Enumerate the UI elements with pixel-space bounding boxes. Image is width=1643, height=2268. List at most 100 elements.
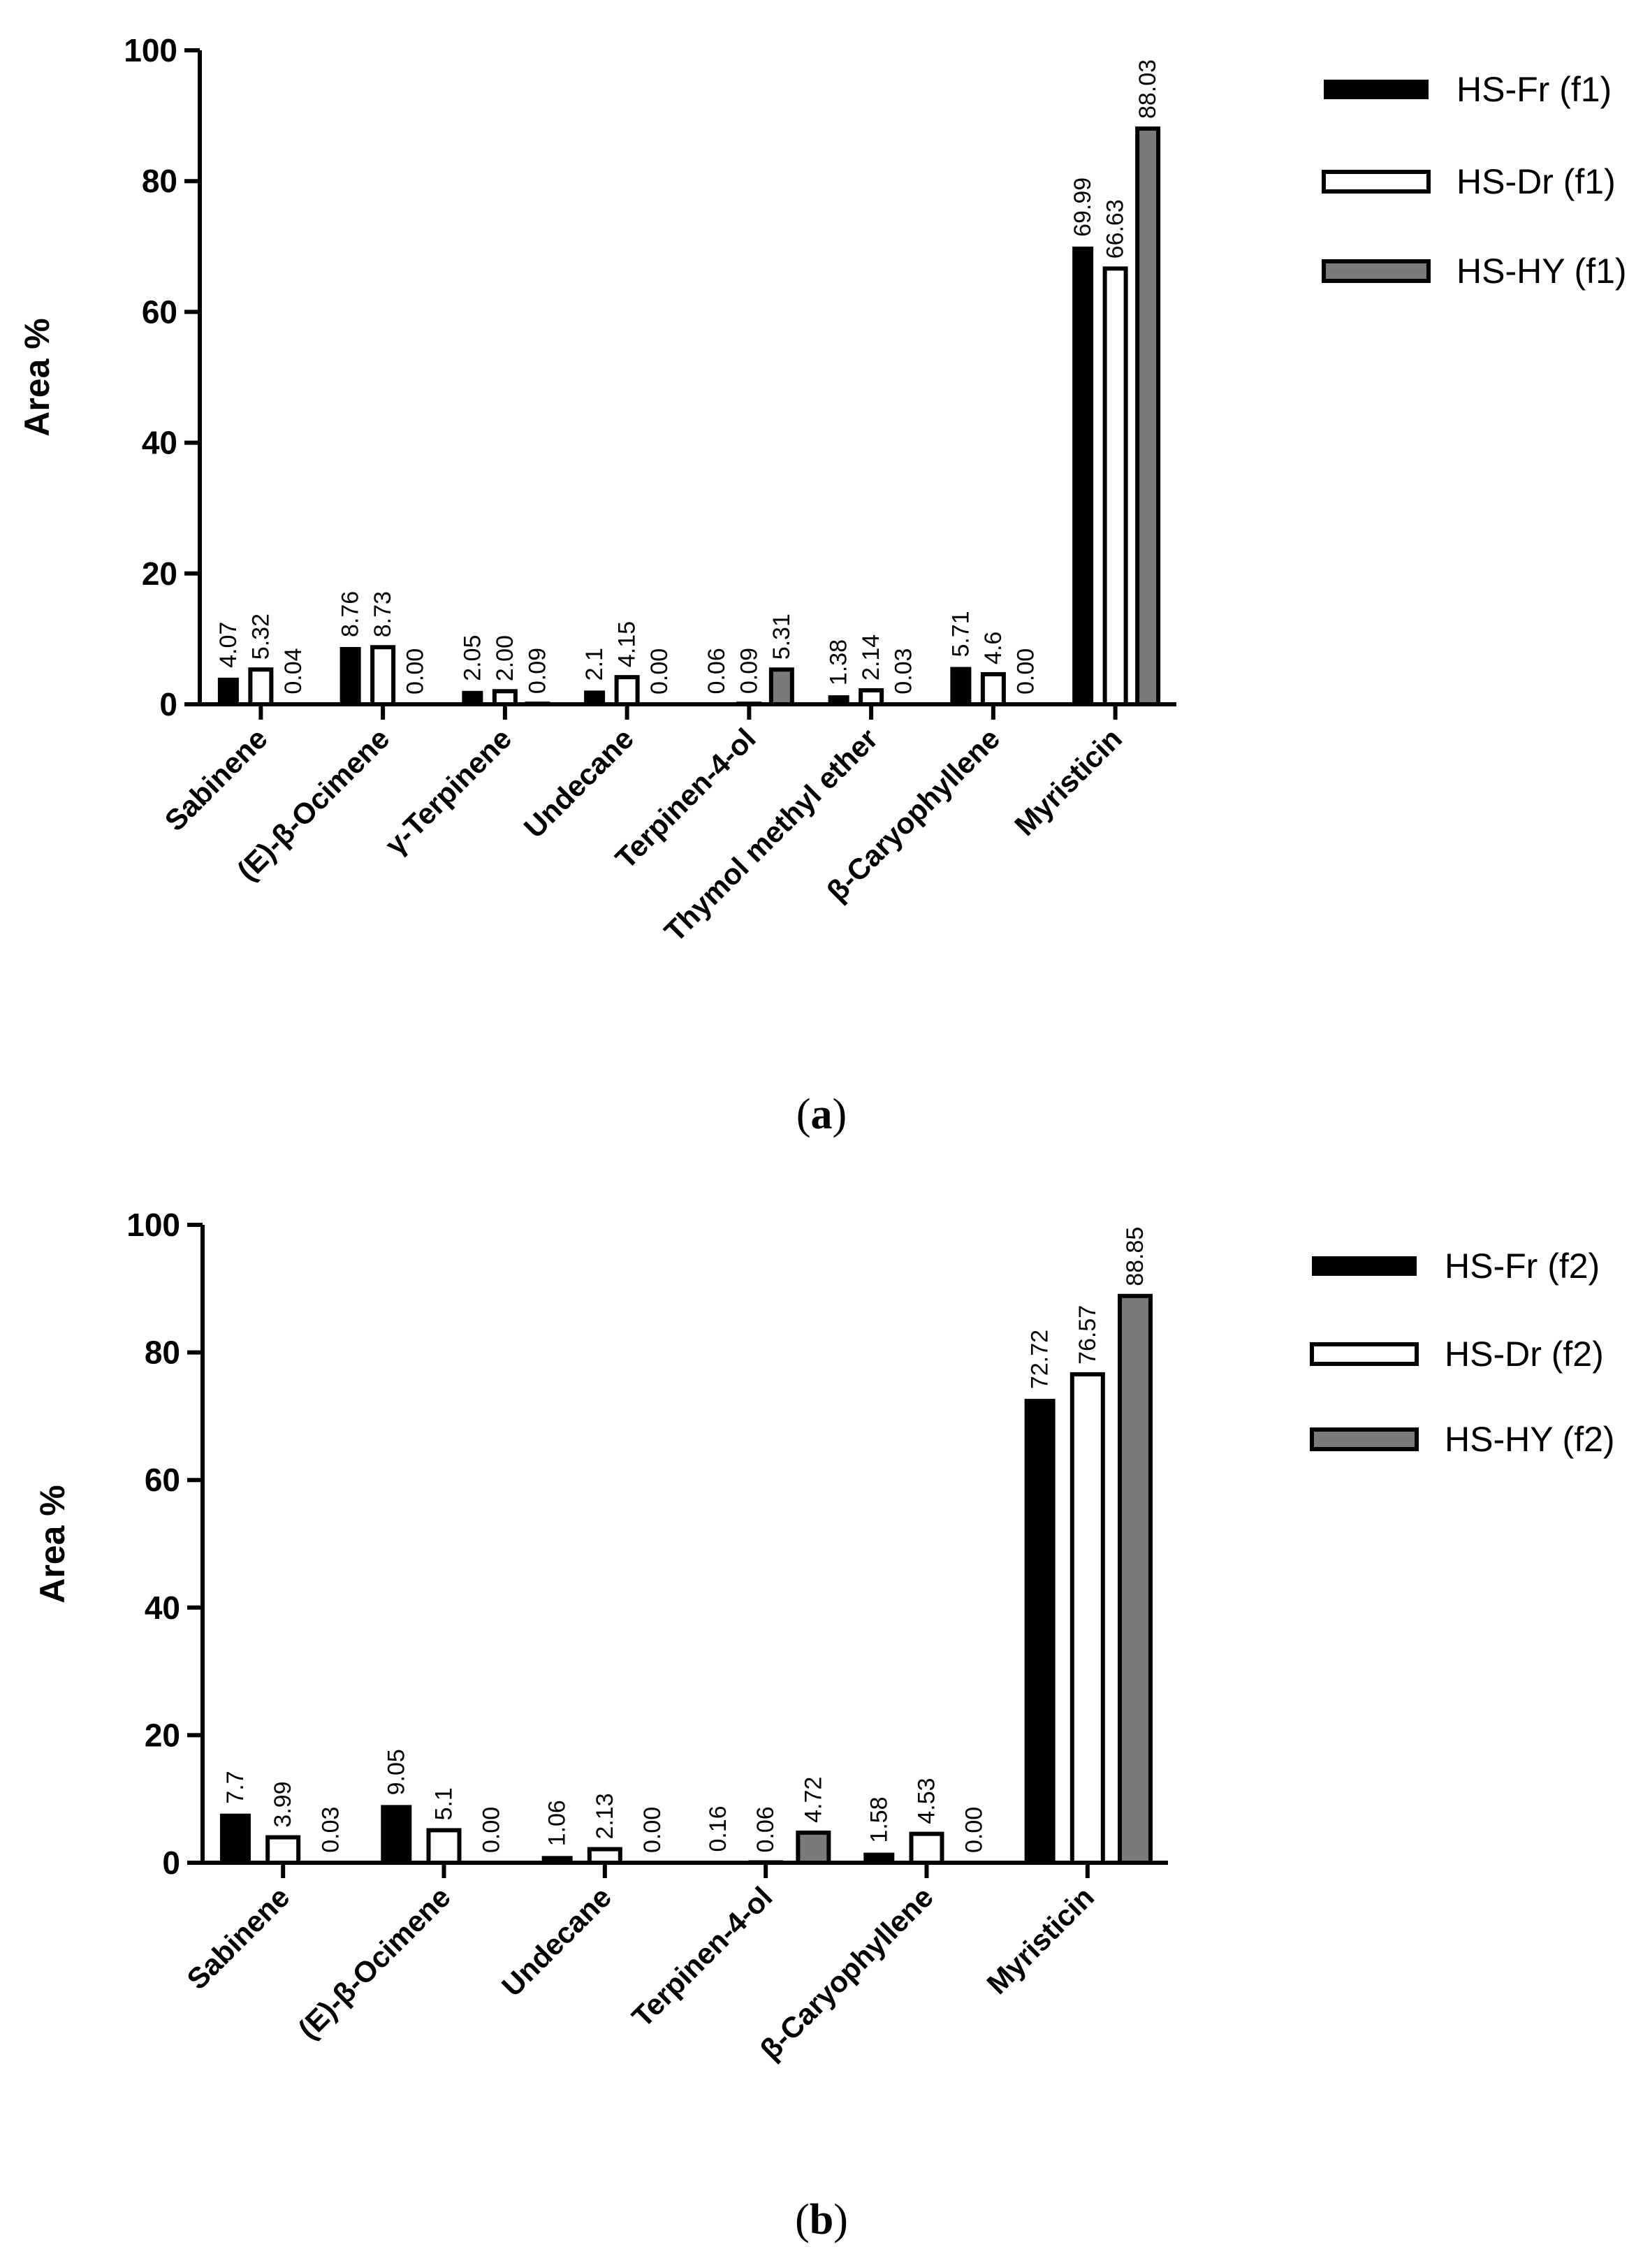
data-label-a: 66.63 (1102, 199, 1129, 259)
x-tick-label-a: Myristicin (1008, 722, 1128, 842)
data-label-b: 5.1 (431, 1787, 458, 1820)
caption-b: (b) (795, 2196, 848, 2244)
bar-a (248, 667, 274, 706)
data-label-a: 0.00 (402, 648, 429, 695)
legend-swatch-b (1310, 1427, 1419, 1451)
bar-b (1069, 1372, 1105, 1865)
x-tick-label-b: Undecane (495, 1880, 618, 2002)
data-label-a: 5.31 (768, 613, 795, 660)
data-label-a: 1.38 (826, 639, 852, 685)
caption-a: (a) (796, 1091, 847, 1138)
legend-swatch-b (1310, 1342, 1419, 1366)
bar-a (1135, 126, 1161, 707)
data-label-b: 0.00 (479, 1807, 505, 1853)
x-tick-label-b: (E)-β-Ocimene (292, 1880, 457, 2045)
bar-b (381, 1805, 412, 1863)
bar-b (219, 1813, 251, 1863)
x-tick-label-b: β-Caryophyllene (754, 1880, 940, 2066)
bar-a (584, 690, 606, 704)
bar-a (859, 688, 884, 707)
bar-b (541, 1856, 573, 1863)
figure-a: 0 20 40 60 80 100 Area % Sabinene 4.07 5.32 0.04 (E… (0, 0, 1643, 1138)
data-label-b: 4.53 (914, 1778, 940, 1824)
data-label-b: 72.72 (1027, 1330, 1053, 1389)
y-tick-label-a: 80 (142, 163, 177, 199)
legend-label-b: HS-Dr (f2) (1445, 1335, 1604, 1374)
legend-label-a: HS-Dr (f1) (1456, 162, 1616, 201)
figure-b: 0 20 40 60 80 100 Area % Sabinene 7.7 3.99 0.03 (E)… (0, 1146, 1643, 2180)
data-label-a: 4.15 (614, 621, 641, 667)
y-tick-label-b: 100 (126, 1207, 180, 1243)
caption-b-letter: b (809, 2196, 834, 2244)
x-tick-label-a: Undecane (518, 722, 640, 844)
data-label-b: 0.03 (317, 1807, 344, 1853)
caption-a-letter: a (810, 1091, 833, 1138)
y-tick-label-a: 40 (142, 425, 177, 461)
bar-b (796, 1830, 831, 1865)
bar-a (768, 667, 794, 706)
data-label-a: 4.6 (980, 632, 1007, 664)
bar-a (339, 647, 361, 704)
bar-a (828, 695, 849, 704)
data-label-a: 0.04 (280, 648, 307, 694)
legend-label-b: HS-HY (f2) (1445, 1420, 1615, 1459)
data-label-a: 2.1 (581, 648, 608, 681)
data-label-b: 0.06 (752, 1806, 779, 1852)
bar-b (702, 1861, 733, 1863)
data-label-a: 88.03 (1134, 59, 1161, 119)
y-tick-label-b: 0 (162, 1845, 180, 1881)
bar-a (217, 677, 239, 704)
y-axis-label-a: Area % (17, 318, 57, 437)
legend-swatch-b (1312, 1256, 1417, 1276)
y-tick-label-b: 60 (145, 1462, 180, 1498)
data-label-b: 0.00 (639, 1807, 666, 1853)
data-label-b: 0.00 (961, 1807, 988, 1853)
data-label-a: 5.32 (247, 613, 274, 660)
data-label-a: 4.07 (215, 622, 242, 668)
bar-a (1072, 246, 1094, 705)
x-tick-label-b: Terpinen-4-ol (625, 1880, 778, 2033)
legend-label-a: HS-HY (f1) (1456, 252, 1627, 291)
x-tick-label-b: Myristicin (980, 1880, 1100, 2000)
legend-label-b: HS-Fr (f2) (1445, 1246, 1600, 1286)
bar-a (614, 675, 640, 707)
x-tick-label-a: Thymol methyl ether (658, 722, 884, 948)
y-tick-label-b: 80 (145, 1335, 180, 1371)
bar-a (980, 671, 1006, 706)
legend-swatch-a (1322, 170, 1431, 194)
x-tick-label-a: Sabinene (158, 722, 273, 837)
data-label-b: 9.05 (383, 1749, 409, 1795)
bar-a (370, 645, 396, 706)
bar-chart-b: 0 20 40 60 80 100 Area % Sabinene 7.7 3.99 0.03 (E)… (33, 1207, 1615, 2066)
bar-a (462, 690, 483, 704)
data-label-a: 0.06 (703, 648, 730, 694)
bar-a (492, 689, 518, 707)
bar-b (1024, 1399, 1056, 1863)
data-label-b: 2.13 (592, 1793, 618, 1839)
data-label-a: 0.09 (524, 648, 550, 694)
data-label-a: 2.14 (858, 634, 884, 681)
data-label-b: 0.16 (705, 1805, 731, 1852)
bar-b (426, 1828, 462, 1866)
legend-swatch-a (1324, 80, 1429, 99)
bar-b (265, 1835, 301, 1865)
data-label-b: 88.85 (1122, 1227, 1148, 1286)
bar-b (748, 1860, 784, 1865)
data-label-a: 69.99 (1069, 177, 1096, 237)
y-tick-label-a: 100 (124, 32, 177, 68)
data-label-a: 0.09 (736, 648, 762, 694)
y-tick-label-a: 0 (159, 686, 177, 722)
bar-a (950, 667, 972, 704)
data-label-a: 0.03 (891, 648, 917, 695)
data-label-b: 3.99 (270, 1781, 296, 1827)
legend-swatch-a (1322, 259, 1431, 283)
data-label-b: 4.72 (800, 1777, 826, 1823)
x-tick-label-b: Sabinene (180, 1880, 295, 1996)
y-tick-label-b: 20 (145, 1717, 180, 1753)
y-tick-label-a: 60 (142, 293, 177, 330)
data-label-a: 8.73 (370, 591, 396, 637)
x-tick-label-a: γ-Terpinene (379, 722, 518, 861)
y-tick-label-a: 20 (142, 555, 177, 592)
data-label-b: 7.7 (222, 1771, 249, 1803)
legend-label-a: HS-Fr (f1) (1456, 70, 1612, 109)
